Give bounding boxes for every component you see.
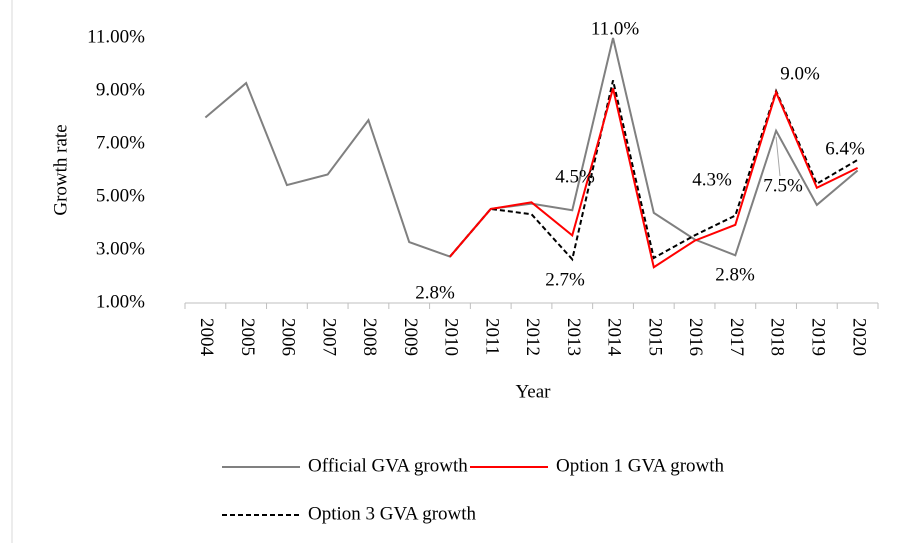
series-line <box>204 37 859 258</box>
y-tick-label: 11.00% <box>87 26 145 47</box>
annotation: 7.5% <box>763 175 803 196</box>
y-axis-label: Growth rate <box>50 124 71 215</box>
series-line <box>449 88 859 269</box>
leader-line <box>775 136 781 177</box>
y-tick-label: 9.00% <box>96 79 145 100</box>
annotation: 6.4% <box>825 138 865 159</box>
annotation: 9.0% <box>780 63 820 84</box>
y-tick-label: 7.00% <box>96 132 145 153</box>
x-tick-label: 2012 <box>522 318 543 356</box>
x-tick-label: 2015 <box>644 318 665 356</box>
legend-label: Official GVA growth <box>308 455 468 476</box>
annotation: 4.5% <box>555 166 595 187</box>
x-tick-label: 2013 <box>563 318 584 356</box>
y-tick-label: 3.00% <box>96 238 145 259</box>
legend-label: Option 3 GVA growth <box>308 503 477 524</box>
x-axis-label: Year <box>515 381 551 402</box>
y-tick-label: 5.00% <box>96 185 145 206</box>
x-tick-label: 2019 <box>807 318 828 356</box>
annotation: 4.3% <box>692 169 732 190</box>
x-tick-label: 2017 <box>726 318 747 356</box>
x-tick-label: 2011 <box>481 318 502 355</box>
x-tick-label: 2010 <box>441 318 462 356</box>
x-tick-label: 2018 <box>767 318 788 356</box>
x-tick-label: 2020 <box>848 318 869 356</box>
legend-label: Option 1 GVA growth <box>556 455 725 476</box>
x-tick-label: 2004 <box>196 318 217 357</box>
annotation: 11.0% <box>591 18 640 39</box>
x-tick-label: 2009 <box>400 318 421 356</box>
annotation: 2.7% <box>545 269 585 290</box>
x-tick-label: 2005 <box>237 318 258 356</box>
x-tick-label: 2014 <box>604 318 625 357</box>
x-tick-label: 2016 <box>685 318 706 356</box>
annotation: 2.8% <box>715 264 755 285</box>
x-tick-label: 2007 <box>318 318 339 356</box>
x-tick-label: 2008 <box>359 318 380 356</box>
annotation: 2.8% <box>415 282 455 303</box>
x-tick-label: 2006 <box>278 318 299 356</box>
y-tick-label: 1.00% <box>96 291 145 312</box>
